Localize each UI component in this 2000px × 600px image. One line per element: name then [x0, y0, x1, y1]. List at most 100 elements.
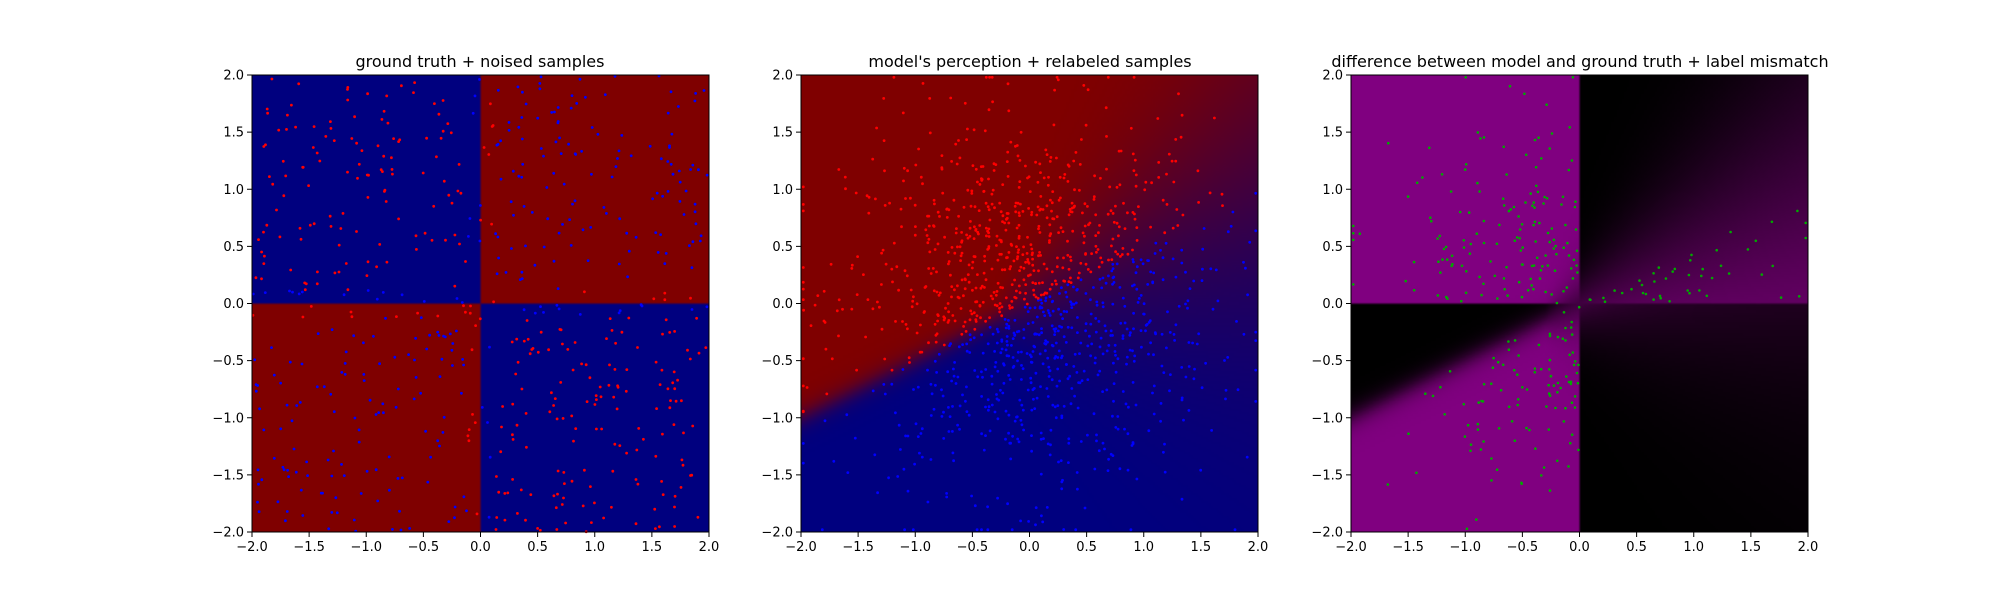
- sample-point: [440, 357, 444, 361]
- sample-point: [801, 442, 805, 445]
- sample-point: [837, 168, 841, 171]
- sample-point: [499, 450, 503, 454]
- sample-point: [1013, 334, 1017, 337]
- sample-point: [1015, 330, 1019, 334]
- sample-point: [1502, 145, 1505, 149]
- sample-point: [874, 197, 877, 201]
- sample-point: [257, 238, 260, 242]
- sample-point: [1008, 304, 1011, 307]
- sample-point: [1184, 302, 1187, 306]
- sample-point: [1653, 280, 1656, 283]
- sample-point: [1507, 209, 1511, 213]
- sample-point: [936, 319, 939, 323]
- sample-point: [1688, 291, 1691, 295]
- sample-point: [593, 403, 597, 406]
- sample-point: [850, 263, 854, 267]
- sample-point: [1050, 343, 1054, 347]
- sample-point: [559, 381, 563, 384]
- x-tick-label: 2.0: [1248, 540, 1269, 555]
- sample-point: [1034, 160, 1037, 164]
- sample-point: [871, 307, 875, 311]
- sample-point: [1045, 506, 1049, 509]
- sample-point: [1520, 223, 1524, 226]
- sample-point: [1004, 296, 1008, 300]
- y-tick-label: 0.0: [223, 297, 244, 312]
- sample-point: [1034, 523, 1037, 527]
- sample-point: [561, 223, 564, 226]
- sample-point: [988, 429, 992, 433]
- sample-point: [1224, 388, 1228, 392]
- sample-point: [602, 206, 606, 209]
- sample-point: [1109, 452, 1113, 456]
- sample-point: [1069, 259, 1073, 262]
- sample-point: [923, 286, 927, 289]
- sample-point: [698, 239, 702, 243]
- sample-point: [289, 268, 293, 272]
- sample-point: [1007, 354, 1011, 358]
- sample-point: [1012, 331, 1016, 335]
- sample-point: [902, 467, 906, 471]
- sample-point: [1000, 305, 1004, 309]
- sample-point: [890, 267, 894, 271]
- sample-point: [424, 429, 427, 433]
- sample-point: [1038, 208, 1042, 212]
- sample-point: [1575, 264, 1578, 267]
- sample-point: [1090, 252, 1093, 256]
- sample-point: [1132, 260, 1135, 264]
- sample-point: [318, 159, 322, 163]
- sample-point: [960, 239, 964, 243]
- sample-point: [1570, 159, 1574, 162]
- sample-point: [342, 293, 346, 297]
- sample-point: [343, 372, 347, 376]
- sample-point: [951, 430, 954, 433]
- sample-point: [942, 315, 946, 319]
- sample-point: [1407, 432, 1410, 436]
- sample-point: [467, 439, 471, 443]
- sample-point: [459, 191, 463, 195]
- x-tick-label: −1.0: [350, 540, 382, 555]
- sample-point: [853, 436, 857, 440]
- sample-point: [931, 267, 935, 270]
- sample-point: [691, 163, 695, 167]
- sample-point: [1039, 385, 1042, 388]
- sample-point: [669, 399, 672, 402]
- sample-point: [1193, 367, 1196, 371]
- sample-point: [595, 427, 598, 431]
- sample-point: [1040, 514, 1043, 518]
- sample-point: [538, 82, 542, 85]
- sample-point: [1200, 279, 1204, 282]
- sample-point: [1127, 405, 1130, 409]
- sample-point: [953, 288, 956, 292]
- sample-point: [562, 182, 566, 186]
- sample-point: [1144, 323, 1148, 327]
- sample-point: [319, 491, 323, 495]
- sample-point: [653, 507, 657, 511]
- sample-point: [1028, 190, 1032, 194]
- sample-point: [1060, 286, 1063, 290]
- sample-point: [1550, 227, 1554, 230]
- sample-point: [1352, 238, 1355, 242]
- sample-point: [1532, 287, 1535, 291]
- sample-point: [1149, 341, 1152, 345]
- sample-point: [495, 475, 498, 478]
- sample-point: [453, 516, 456, 520]
- sample-point: [414, 234, 418, 238]
- sample-point: [993, 365, 997, 369]
- sample-point: [1069, 402, 1073, 406]
- sample-point: [608, 363, 611, 367]
- sample-point: [514, 372, 518, 376]
- sample-point: [480, 406, 484, 409]
- sample-point: [376, 144, 380, 148]
- sample-point: [991, 297, 995, 301]
- sample-point: [583, 468, 586, 472]
- sample-point: [1490, 457, 1493, 460]
- sample-point: [654, 360, 658, 364]
- sample-point: [1060, 480, 1064, 484]
- sample-point: [940, 388, 943, 392]
- sample-point: [566, 348, 570, 351]
- sample-point: [1525, 426, 1528, 430]
- sample-point: [400, 84, 403, 88]
- sample-point: [945, 492, 948, 495]
- sample-point: [1495, 468, 1499, 472]
- sample-point: [430, 238, 434, 242]
